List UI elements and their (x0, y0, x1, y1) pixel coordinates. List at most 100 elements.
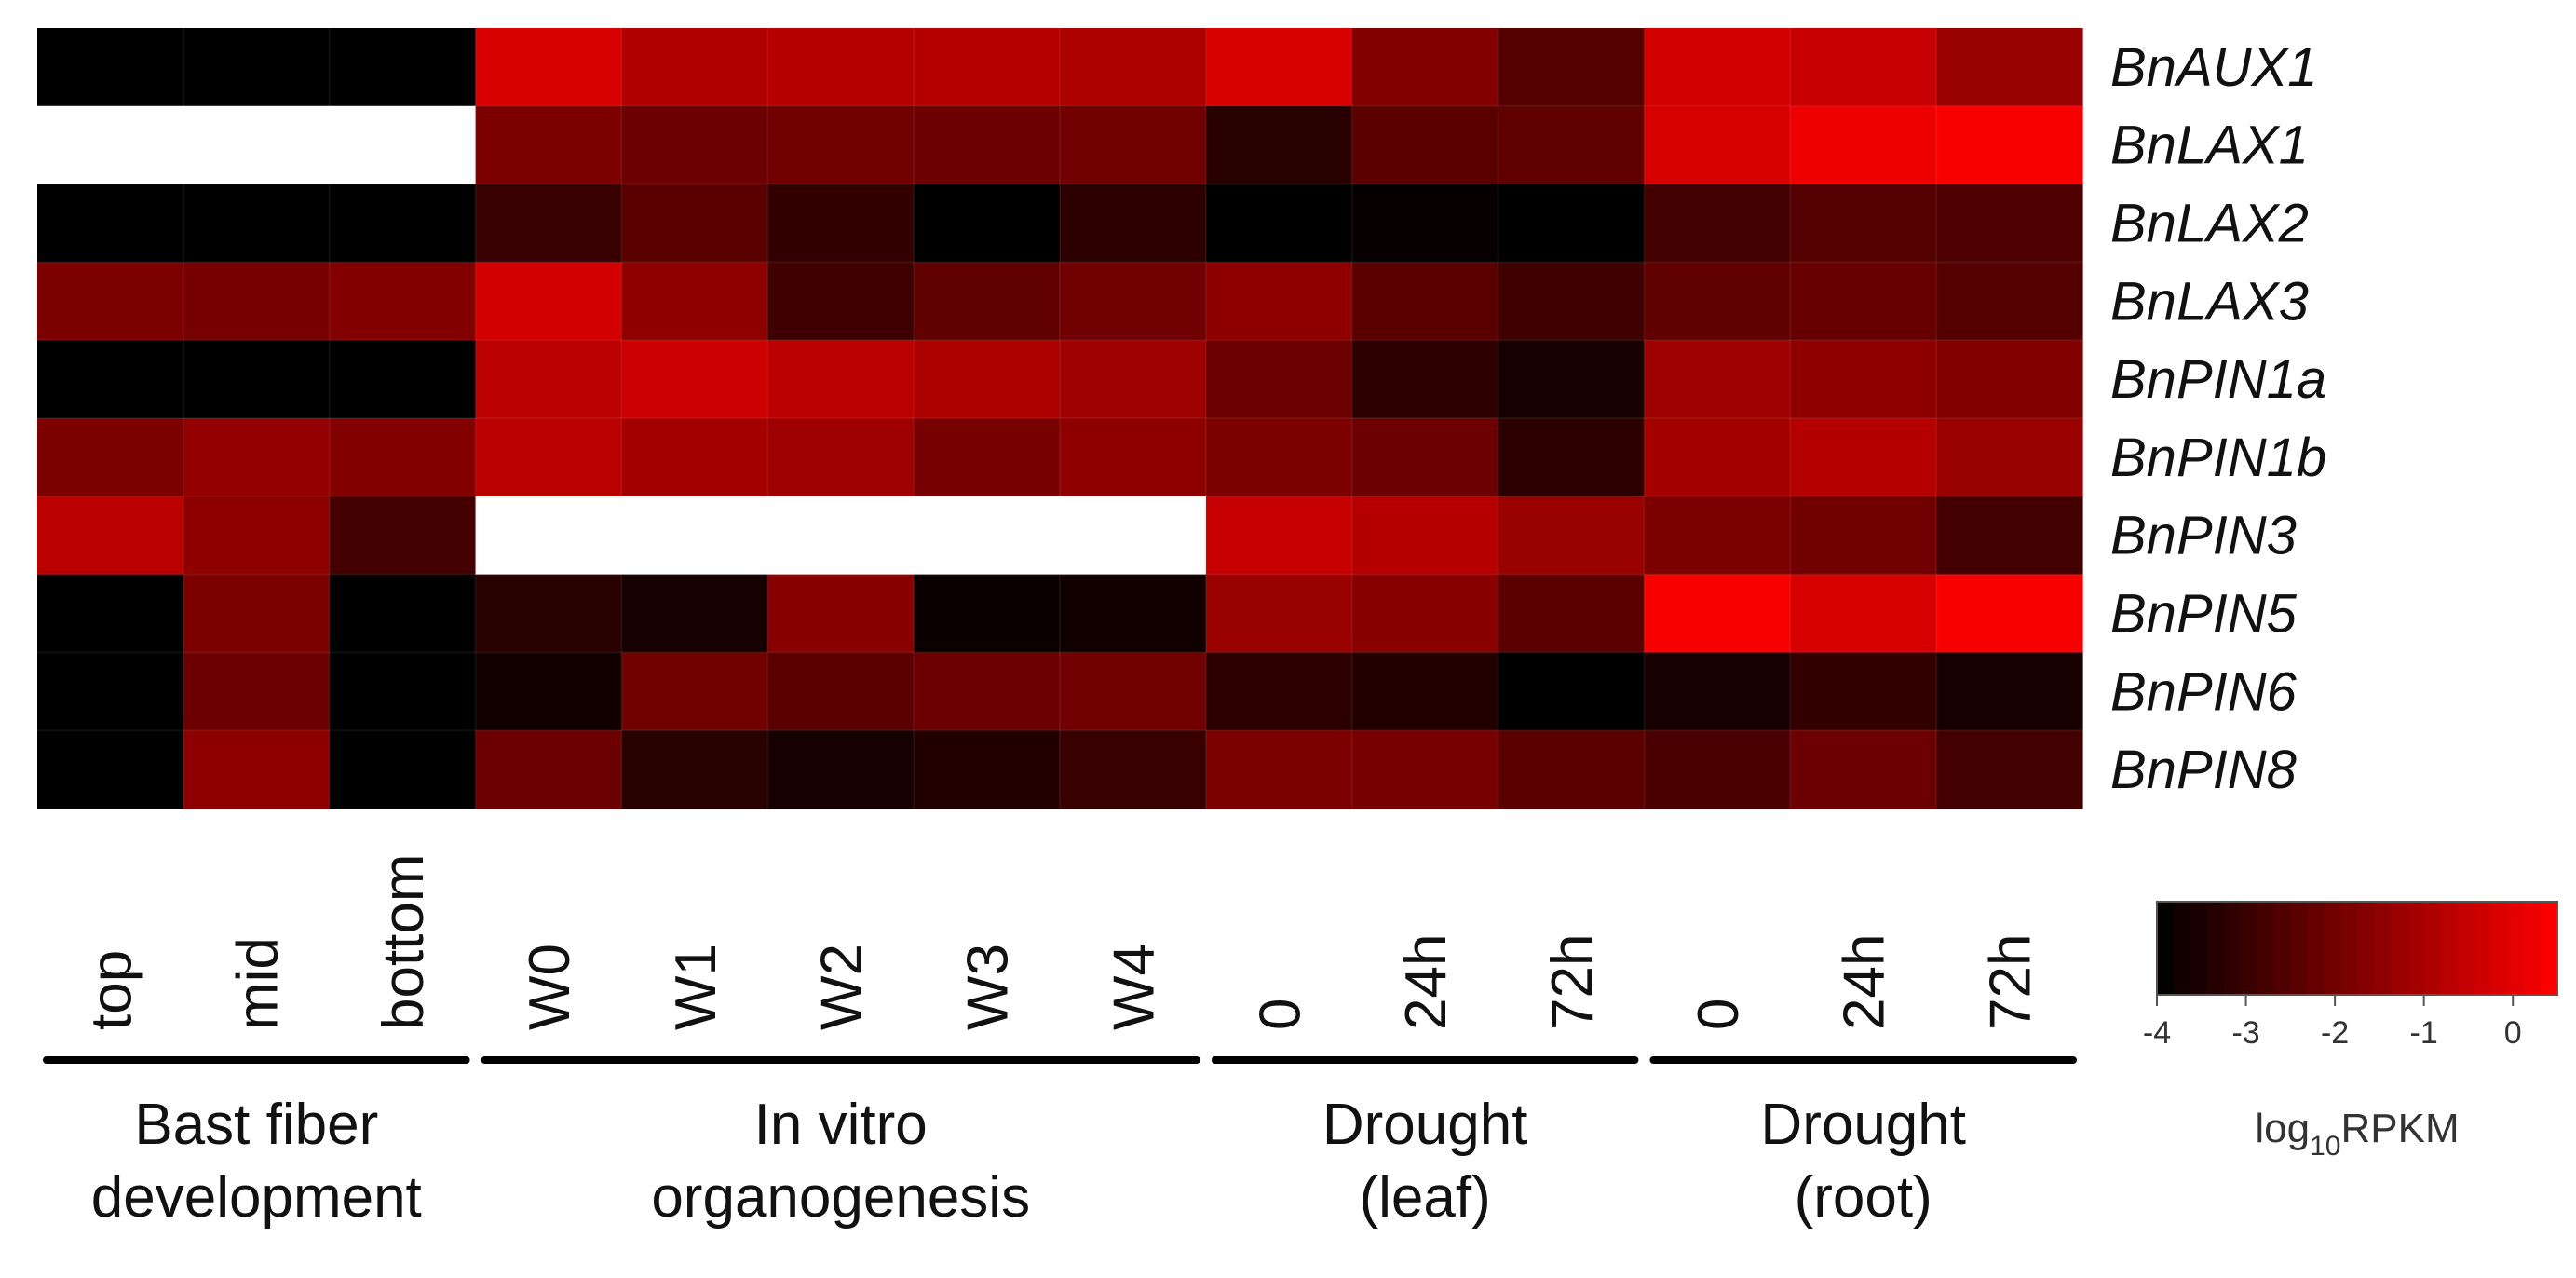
heatmap-cell (1498, 418, 1646, 497)
heatmap-cell (1936, 105, 2083, 185)
legend-swatch (2407, 902, 2425, 995)
heatmap-cell (1205, 496, 1353, 576)
heatmap-cell (1790, 105, 1937, 185)
gene-label: BnPIN3 (2110, 506, 2297, 566)
legend-swatch (2157, 902, 2175, 995)
heatmap-cell (1351, 262, 1499, 341)
group-label: development (91, 1165, 422, 1230)
heatmap-cell (329, 730, 477, 809)
column-label: W1 (664, 944, 728, 1030)
heatmap-cell (1644, 496, 1791, 576)
legend-swatch (2257, 902, 2275, 995)
heatmap-cell (1060, 105, 1207, 185)
heatmap-cell (621, 496, 768, 576)
heatmap-cell (1060, 262, 1207, 341)
column-label: W2 (810, 944, 874, 1030)
heatmap-cell (1498, 184, 1646, 263)
heatmap-cell (329, 105, 477, 185)
heatmap-cell (1644, 574, 1791, 653)
heatmap-cell (621, 730, 768, 809)
column-label: 72h (1979, 934, 2043, 1030)
legend-swatch (2357, 902, 2375, 995)
legend-swatch (2541, 902, 2558, 995)
heatmap-cell (1351, 340, 1499, 419)
heatmap-cell (1790, 340, 1937, 419)
heatmap-cell (1644, 262, 1791, 341)
heatmap-cell (475, 574, 623, 653)
heatmap-cell (475, 340, 623, 419)
heatmap-cell (914, 574, 1061, 653)
heatmap-cell (1205, 105, 1353, 185)
heatmap-cell (37, 574, 184, 653)
heatmap-cell (767, 418, 915, 497)
heatmap-cell (767, 574, 915, 653)
heatmap-cell (914, 496, 1061, 576)
heatmap-cell (621, 340, 768, 419)
gene-labels: BnAUX1 BnLAX1 BnLAX2 BnLAX3 BnPIN1a BnPIN1b Bn… (2110, 37, 2326, 800)
legend-swatch (2490, 902, 2508, 995)
heatmap-cell (1205, 574, 1353, 653)
heatmap-cell (914, 340, 1061, 419)
heatmap-cell (1351, 730, 1499, 809)
heatmap-cell (183, 262, 331, 341)
heatmap-cell (1936, 418, 2083, 497)
heatmap-cell (37, 496, 184, 576)
heatmap-cell (1498, 574, 1646, 653)
heatmap-cell (37, 28, 184, 107)
heatmap-cell (329, 340, 477, 419)
heatmap-cell (1790, 28, 1937, 107)
group-label: Drought (1760, 1093, 1966, 1157)
heatmap-cell (183, 496, 331, 576)
heatmap-cell (1936, 28, 2083, 107)
legend-swatch (2273, 902, 2291, 995)
gene-label: BnPIN5 (2110, 584, 2298, 645)
heatmap-cell (621, 652, 768, 731)
heatmap-cell (475, 730, 623, 809)
heatmap-cell (1205, 730, 1353, 809)
heatmap-cell (767, 496, 915, 576)
gene-label: BnAUX1 (2110, 37, 2317, 98)
heatmap-cell (767, 730, 915, 809)
heatmap-cell (1498, 28, 1646, 107)
heatmap-cell (1351, 184, 1499, 263)
group-label: (root) (1795, 1165, 1932, 1230)
heatmap-cell (183, 652, 331, 731)
legend-swatch (2173, 902, 2191, 995)
gene-label: BnPIN1a (2110, 349, 2326, 410)
group-label: (leaf) (1360, 1165, 1491, 1230)
heatmap-cell (475, 652, 623, 731)
heatmap-cell (1205, 652, 1353, 731)
heatmap-cell (1790, 262, 1937, 341)
heatmap-cell (37, 184, 184, 263)
heatmap-cell (1790, 652, 1937, 731)
heatmap-cell (1936, 184, 2083, 263)
heatmap-cell (1644, 28, 1791, 107)
heatmap-cell (1205, 340, 1353, 419)
heatmap-cell (329, 574, 477, 653)
heatmap-cell (914, 28, 1061, 107)
heatmap-cell (1790, 574, 1937, 653)
heatmap-cell (475, 496, 623, 576)
heatmap-cell (1060, 28, 1207, 107)
color-legend: -4 -3 -2 -1 0 log10RPKM (2143, 901, 2558, 1162)
gene-label: BnLAX1 (2110, 116, 2309, 176)
heatmap-cell (1936, 574, 2083, 653)
column-label: 24h (1833, 934, 1897, 1030)
heatmap-cell (914, 652, 1061, 731)
heatmap-cell (1498, 730, 1646, 809)
heatmap-cell (1644, 418, 1791, 497)
heatmap-cell (37, 652, 184, 731)
heatmap-cell (1790, 730, 1937, 809)
heatmap-cell (914, 105, 1061, 185)
heatmap-cell (329, 28, 477, 107)
column-label: W0 (518, 944, 582, 1030)
heatmap-cell (621, 262, 768, 341)
heatmap-cell (767, 105, 915, 185)
gene-label: BnLAX3 (2110, 271, 2309, 332)
heatmap-cell (37, 105, 184, 185)
legend-tick-label: -4 (2143, 1015, 2171, 1051)
legend-swatch (2206, 902, 2225, 995)
heatmap-cell (475, 105, 623, 185)
heatmap-cell (1936, 730, 2083, 809)
heatmap-cell (1790, 496, 1937, 576)
